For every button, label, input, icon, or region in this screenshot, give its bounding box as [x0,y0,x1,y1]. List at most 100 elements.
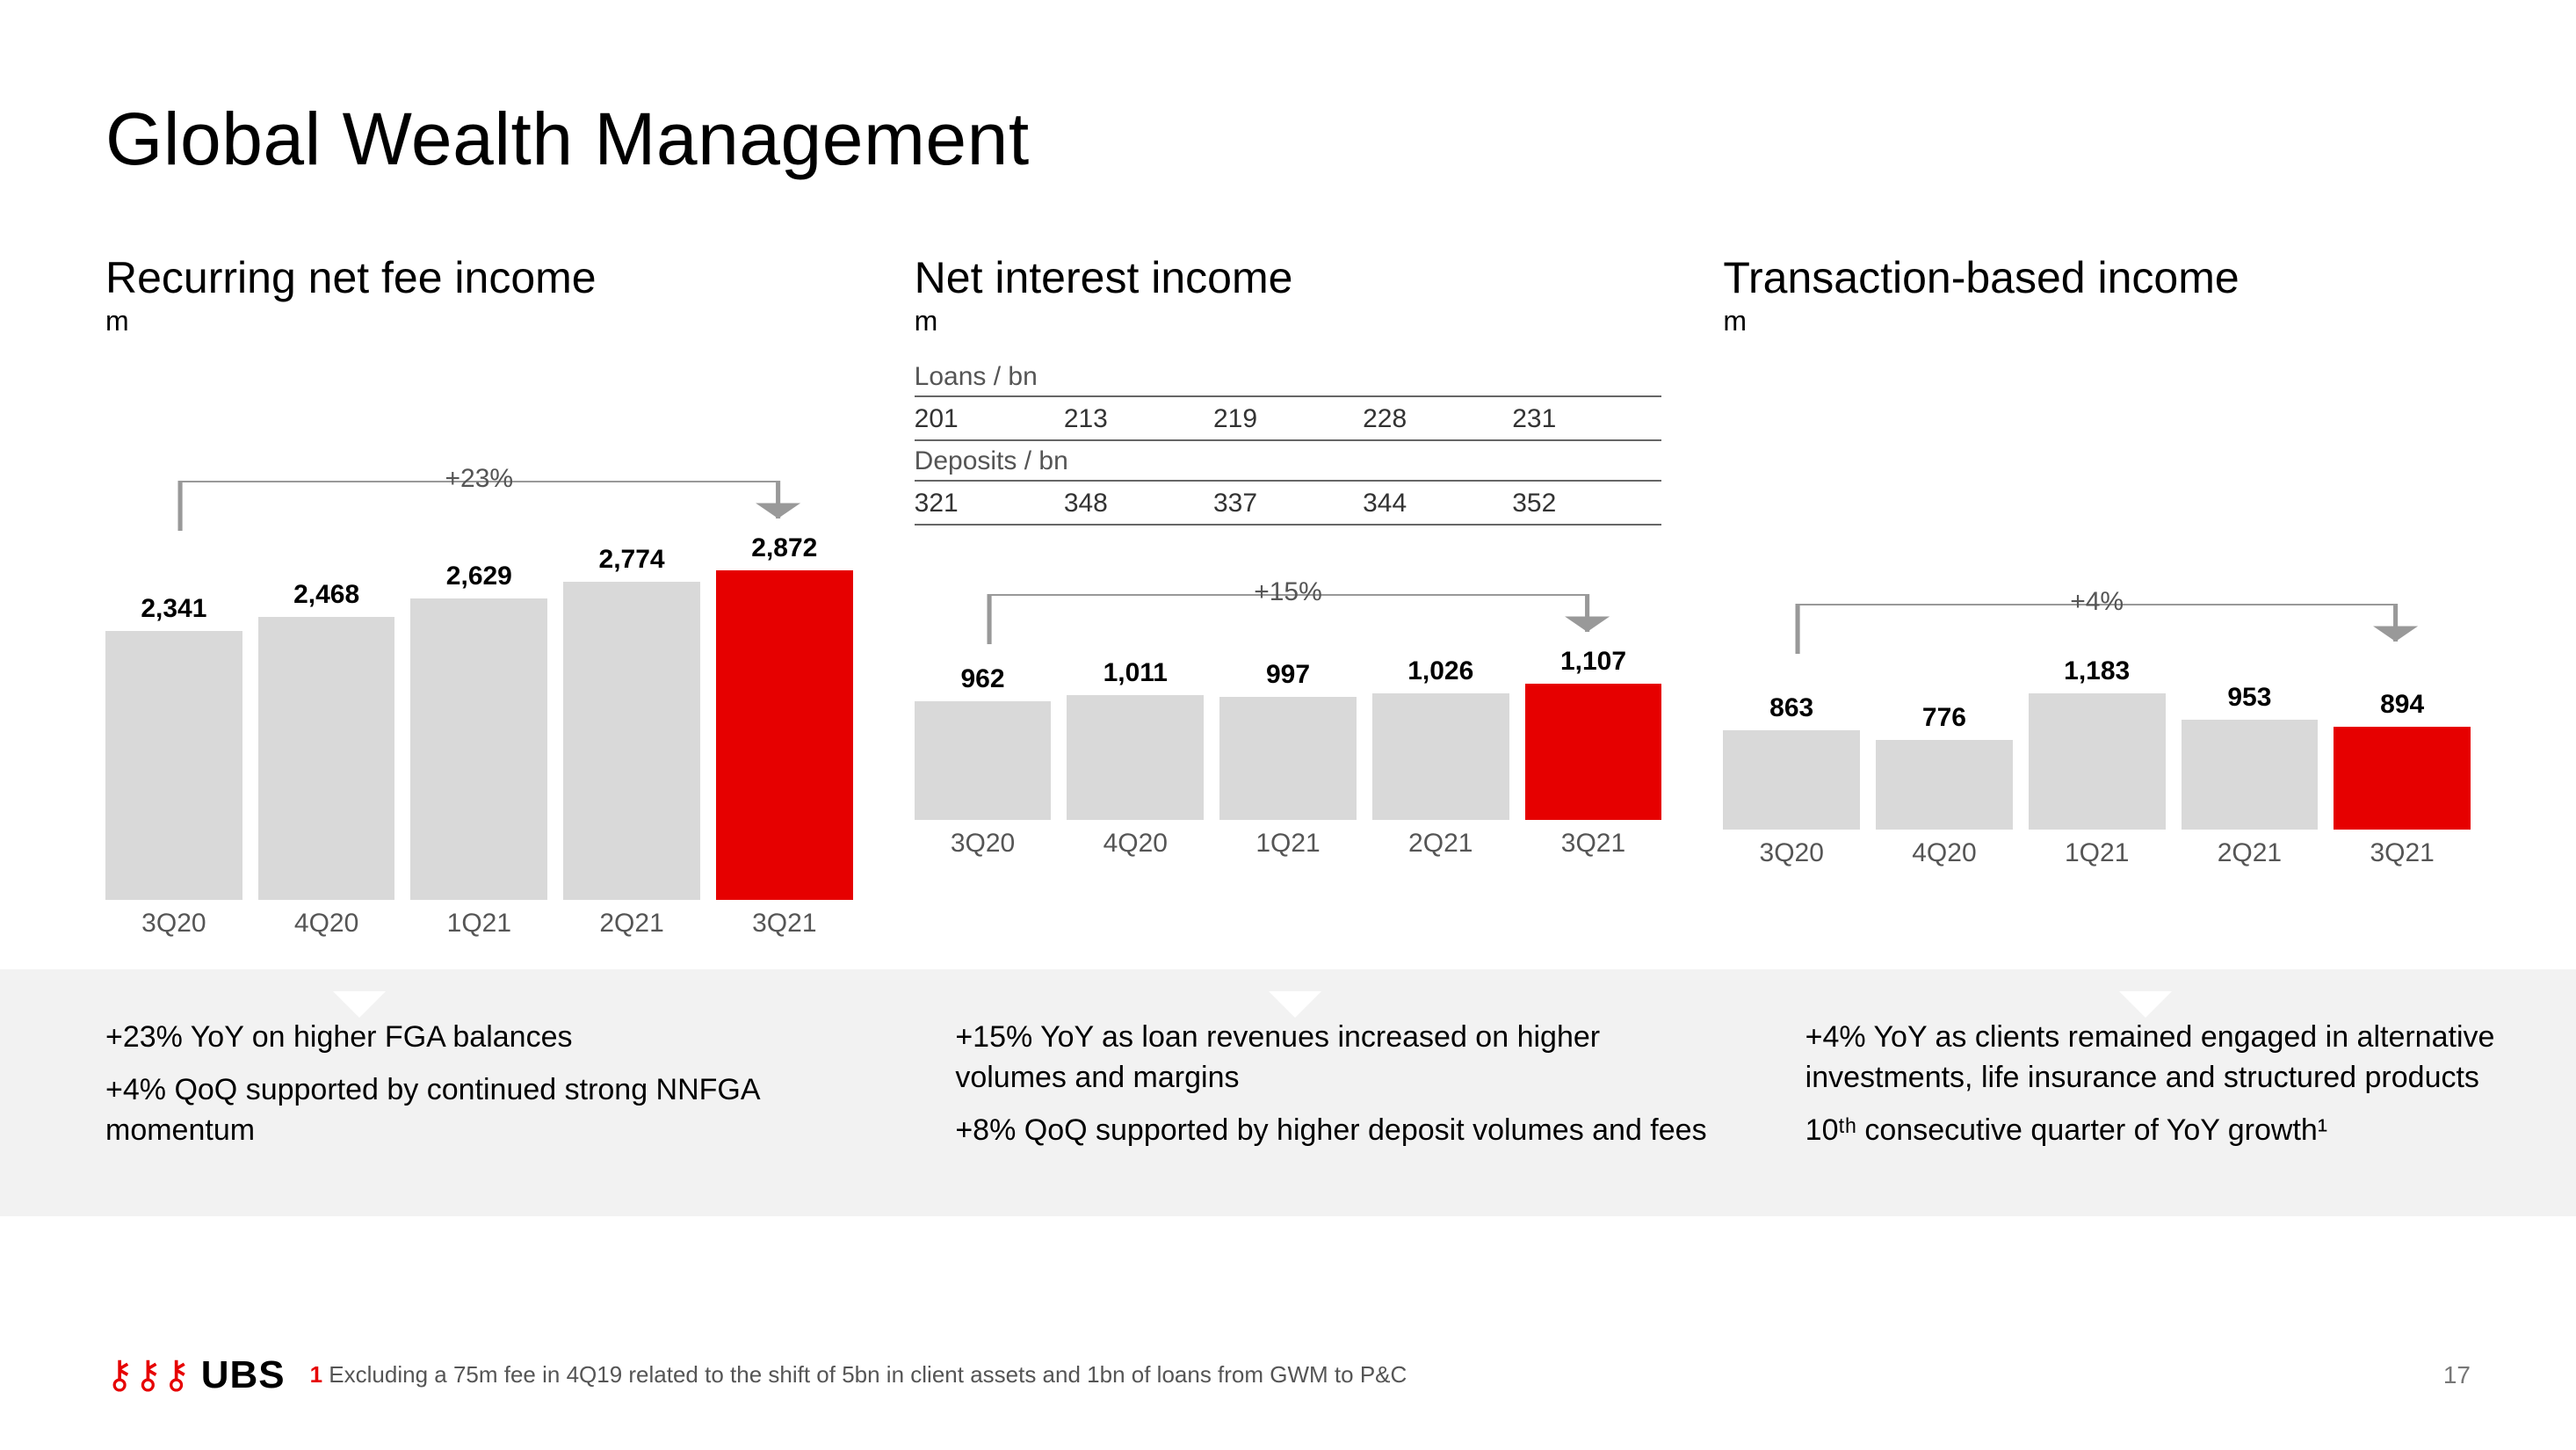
logo-keys-icon: ⚷⚷⚷ [105,1352,191,1397]
bar-slot: 894 [2334,690,2471,830]
x-axis: 3Q204Q201Q212Q213Q21 [915,829,1662,859]
x-tick: 3Q21 [716,909,853,939]
bar-chart: +15% 9621,0119971,0261,107 3Q204Q201Q212… [915,583,1662,859]
caption-pointer-icon [1269,991,1321,1018]
footnote-text: Excluding a 75m fee in 4Q19 related to t… [329,1361,1407,1388]
x-axis: 3Q20 4Q20 1Q21 2Q21 3Q21 [1723,838,2471,868]
bar-slot: 1,183 [2029,656,2166,830]
chart-title: Transaction-based income [1723,252,2471,303]
chart-unit: m [105,305,853,337]
table-cell: 231 [1512,404,1661,434]
table-row: 201213219228231 [915,397,1662,441]
x-tick: 1Q21 [2029,838,2166,868]
callout-label: +23% [445,464,514,494]
bar [1723,730,1860,830]
footnote-marker: 1 [310,1361,322,1388]
bar [258,617,395,900]
x-tick: 4Q20 [258,909,395,939]
bar-slot: 2,468 [258,580,395,900]
callout-label: +4% [2070,587,2124,617]
bar-value-label: 2,774 [599,545,665,575]
bar-slot: 953 [2182,683,2319,830]
table-row: 321348337344352 [915,482,1662,526]
bar-slot: 2,774 [563,545,700,900]
growth-callout: +15% [915,583,1662,644]
bar-value-label: 863 [1769,693,1813,723]
caption-col: +4% YoY as clients remained engaged in a… [1788,1018,2576,1164]
bar-value-label: 2,341 [141,594,206,624]
table-cell: 344 [1363,489,1512,518]
page-title: Global Wealth Management [105,97,2471,182]
bars: 962 1,011 997 1,026 1,107 [915,644,1662,820]
x-tick: 4Q20 [1067,829,1204,859]
ubs-logo: ⚷⚷⚷ UBS [105,1352,286,1397]
caption-col: +15% YoY as loan revenues increased on h… [937,1018,1726,1164]
bar-value-label: 2,468 [293,580,359,610]
caption-pointer-icon [333,991,386,1018]
bar-value-label: 1,026 [1407,656,1473,686]
bar-value-label: 2,872 [751,533,817,563]
growth-callout: +4% [1723,592,2471,654]
callout-label: +15% [1254,577,1322,607]
bar [2334,727,2471,830]
table-cell: 213 [1064,404,1213,434]
x-tick: 4Q20 [1876,838,2013,868]
bar-value-label: 2,629 [446,562,512,591]
x-tick: 3Q20 [1723,838,1860,868]
bar-value-label: 894 [2380,690,2424,720]
footnote: 1 Excluding a 75m fee in 4Q19 related to… [310,1361,1407,1388]
bar-slot: 997 [1219,660,1357,820]
bar [1067,695,1204,820]
bullet: +4% YoY as clients remained engaged in a… [1805,1018,2558,1098]
bullet: 10ᵗʰ consecutive quarter of YoY growth¹ [1805,1111,2558,1151]
bar-chart: +4% 8637761,183953894 3Q204Q201Q212Q213Q… [1723,592,2471,868]
table-cell: 219 [1213,404,1363,434]
bullet: +4% QoQ supported by continued strong NN… [105,1070,858,1151]
bullet: +23% YoY on higher FGA balances [105,1018,858,1058]
x-tick: 3Q21 [2334,838,2471,868]
table-cell: 348 [1064,489,1213,518]
chart-title: Net interest income [915,252,1662,303]
bar-slot: 776 [1876,703,2013,830]
bar [1372,693,1509,820]
bullet: +15% YoY as loan revenues increased on h… [955,1018,1708,1098]
bar-slot: 962 [915,664,1052,820]
bar-value-label: 953 [2227,683,2271,713]
bar-value-label: 1,011 [1103,658,1168,688]
x-tick: 1Q21 [1219,829,1357,859]
x-tick: 2Q21 [2182,838,2319,868]
x-tick: 2Q21 [1372,829,1509,859]
bar-slot: 2,872 [716,533,853,900]
x-tick: 2Q21 [563,909,700,939]
bar-slot: 1,107 [1525,647,1662,820]
bars: 863 776 1,183 953 894 [1723,654,2471,830]
x-tick: 1Q21 [410,909,547,939]
bar [915,701,1052,820]
bar-value-label: 997 [1266,660,1310,690]
chart-title: Recurring net fee income [105,252,853,303]
chart-unit: m [1723,305,2471,337]
bar [105,631,242,900]
x-tick: 3Q21 [1525,829,1662,859]
bar [410,598,547,900]
bar [2029,693,2166,830]
bars: 2,341 2,468 2,629 2,774 2,872 [105,531,853,900]
table-cell: 321 [915,489,1064,518]
slide: Global Wealth Management Recurring net f… [0,0,2576,1450]
chart-col-nii: Net interest income m Loans / bn20121321… [915,252,1662,939]
bar-slot: 2,629 [410,562,547,900]
chart-col-recurring: Recurring net fee income m +23% 2,341 2,4… [105,252,853,939]
table-cell: 352 [1512,489,1661,518]
bar [2182,720,2319,830]
bar-value-label: 1,107 [1560,647,1626,677]
bar-slot: 863 [1723,693,1860,830]
table-cell: 228 [1363,404,1512,434]
chart-unit: m [915,305,1662,337]
mini-tables: Loans / bn201213219228231Deposits / bn32… [915,357,1662,526]
x-tick: 3Q20 [105,909,242,939]
bar [1525,684,1662,820]
bar [563,582,700,900]
bar-value-label: 776 [1922,703,1966,733]
chart-col-txn: Transaction-based income m +4% 863 776 1,1… [1723,252,2471,939]
bar-slot: 1,026 [1372,656,1509,820]
